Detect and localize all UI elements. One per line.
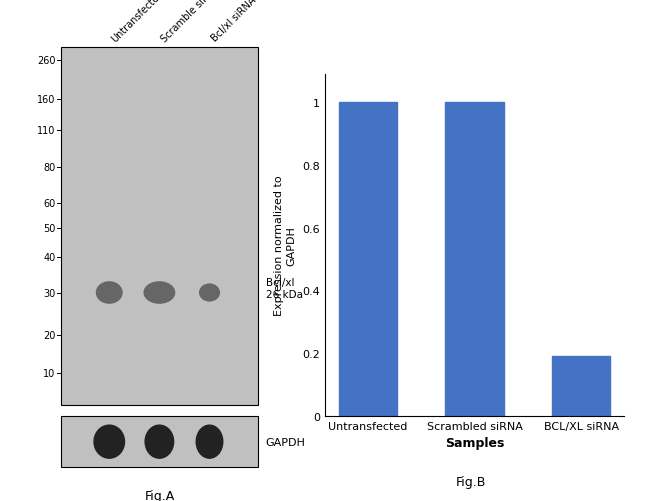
Y-axis label: Expression normalized to
GAPDH: Expression normalized to GAPDH bbox=[274, 175, 297, 316]
Text: 40: 40 bbox=[44, 252, 56, 262]
Text: 160: 160 bbox=[37, 95, 56, 105]
Ellipse shape bbox=[144, 283, 175, 304]
Text: 30: 30 bbox=[44, 288, 56, 298]
Bar bbox=[339, 103, 397, 416]
Text: Bcl/xl
26 kDa: Bcl/xl 26 kDa bbox=[266, 278, 303, 300]
Bar bbox=[552, 356, 610, 416]
Bar bbox=[445, 103, 504, 416]
Text: 80: 80 bbox=[44, 163, 56, 173]
FancyBboxPatch shape bbox=[61, 48, 257, 405]
Text: 10: 10 bbox=[44, 368, 56, 378]
Text: GAPDH: GAPDH bbox=[266, 437, 305, 447]
Text: 20: 20 bbox=[44, 331, 56, 341]
Text: 50: 50 bbox=[44, 223, 56, 233]
Text: Bcl/xl siRNA: Bcl/xl siRNA bbox=[209, 0, 258, 44]
Text: Untransfected: Untransfected bbox=[109, 0, 165, 44]
Ellipse shape bbox=[94, 425, 125, 458]
Ellipse shape bbox=[145, 425, 174, 458]
Ellipse shape bbox=[96, 283, 122, 304]
Text: 260: 260 bbox=[37, 56, 56, 66]
Ellipse shape bbox=[200, 285, 219, 301]
Text: Scramble siRNA: Scramble siRNA bbox=[159, 0, 222, 44]
Text: Fig.B: Fig.B bbox=[456, 475, 486, 488]
Text: 60: 60 bbox=[44, 199, 56, 208]
FancyBboxPatch shape bbox=[61, 416, 257, 467]
Ellipse shape bbox=[196, 425, 223, 458]
Text: 110: 110 bbox=[37, 125, 56, 135]
Text: Fig.A: Fig.A bbox=[144, 489, 174, 501]
X-axis label: Samples: Samples bbox=[445, 436, 504, 449]
